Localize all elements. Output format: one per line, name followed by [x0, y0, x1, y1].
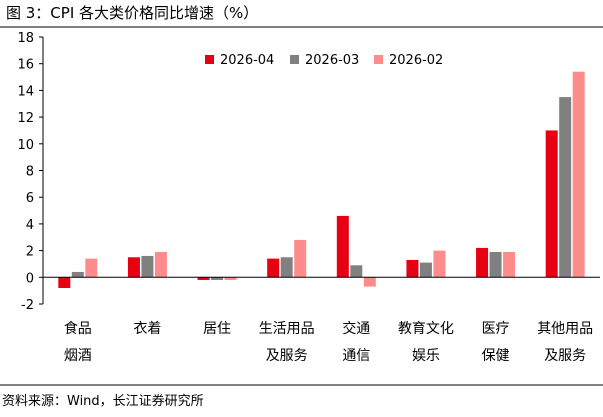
bar — [58, 277, 71, 288]
bar — [197, 277, 210, 280]
legend: 2026-04 2026-03 2026-02 — [205, 53, 443, 68]
y-tick-label: 18 — [17, 31, 34, 46]
legend-swatch — [374, 55, 383, 64]
bar — [350, 265, 363, 278]
y-tick-label: 12 — [17, 111, 34, 126]
bar — [85, 258, 98, 278]
y-tick-label: -2 — [21, 298, 34, 313]
legend-label: 2026-02 — [389, 53, 443, 68]
x-category-label: 通信 — [342, 348, 370, 364]
x-category-label: 生活用品 — [259, 321, 315, 337]
legend-swatch — [205, 55, 214, 64]
bar — [489, 251, 502, 278]
x-category-label: 交通 — [342, 320, 370, 337]
bar — [406, 259, 419, 278]
bar — [419, 262, 432, 278]
legend-swatch — [290, 55, 299, 64]
bar — [71, 271, 84, 278]
bar — [294, 239, 307, 278]
x-category-label: 食品 — [64, 320, 92, 337]
y-tick-label: 2 — [26, 245, 34, 260]
x-category-label: 其他用品 — [537, 321, 593, 337]
x-category-label: 居住 — [203, 321, 231, 337]
x-category-label: 烟酒 — [64, 348, 92, 364]
bar — [224, 277, 237, 280]
figure-title: 图 3：CPI 各大类价格同比增速（%） — [6, 4, 258, 22]
y-tick-label: 4 — [26, 218, 34, 233]
bar — [211, 277, 224, 280]
y-tick-label: 14 — [17, 84, 34, 99]
bar — [572, 71, 585, 278]
bar — [559, 97, 572, 278]
source-note: 资料来源：Wind，长江证券研究所 — [2, 393, 204, 409]
bar — [503, 251, 516, 278]
x-category-label: 及服务 — [266, 348, 308, 364]
bar — [154, 251, 167, 278]
x-category-label: 医疗 — [482, 321, 510, 337]
bar — [280, 257, 293, 278]
bar — [363, 277, 376, 287]
legend-label: 2026-04 — [220, 53, 274, 68]
x-category-label: 娱乐 — [412, 348, 440, 364]
legend-label: 2026-03 — [305, 53, 359, 68]
x-category-label: 保健 — [482, 348, 510, 364]
x-category-label: 及服务 — [544, 348, 586, 364]
x-category-label: 衣着 — [133, 321, 161, 337]
y-tick-label: 8 — [26, 165, 34, 180]
bar — [336, 215, 349, 278]
bar — [141, 255, 154, 278]
bar — [267, 258, 280, 278]
bar — [433, 250, 446, 278]
x-category-label: 教育文化 — [398, 321, 454, 337]
y-tick-label: 16 — [17, 58, 34, 73]
bar — [127, 257, 140, 278]
bar — [476, 247, 489, 278]
y-tick-label: 10 — [17, 138, 34, 153]
y-tick-label: 0 — [26, 271, 34, 286]
bar — [545, 130, 558, 278]
y-tick-label: 6 — [26, 191, 34, 206]
